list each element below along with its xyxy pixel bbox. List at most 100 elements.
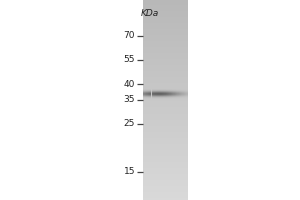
Bar [144, 91, 145, 92]
Bar [156, 89, 157, 90]
Bar [171, 93, 172, 94]
Bar [142, 174, 188, 175]
Bar [165, 92, 166, 93]
Bar [142, 43, 188, 44]
Bar [156, 95, 157, 96]
Bar [170, 95, 171, 96]
Bar [180, 89, 181, 90]
Bar [142, 146, 188, 147]
Bar [155, 94, 156, 95]
Bar [142, 155, 188, 156]
Text: 35: 35 [124, 96, 135, 104]
Bar [166, 97, 167, 98]
Bar [152, 97, 153, 98]
Bar [155, 92, 156, 93]
Bar [167, 95, 168, 96]
Bar [172, 96, 173, 97]
Bar [142, 194, 188, 195]
Bar [165, 93, 166, 94]
Bar [160, 92, 161, 93]
Bar [163, 97, 164, 98]
Bar [176, 94, 177, 95]
Bar [161, 92, 162, 93]
Bar [172, 97, 173, 98]
Bar [142, 129, 188, 130]
Bar [147, 95, 148, 96]
Bar [175, 97, 176, 98]
Bar [181, 93, 182, 94]
Bar [142, 96, 143, 97]
Bar [142, 26, 188, 27]
Bar [154, 95, 155, 96]
Bar [142, 22, 188, 23]
Bar [142, 199, 188, 200]
Bar [142, 145, 188, 146]
Bar [142, 186, 188, 187]
Bar [150, 92, 151, 93]
Bar [163, 94, 164, 95]
Bar [178, 98, 179, 99]
Bar [159, 95, 160, 96]
Bar [172, 89, 173, 90]
Bar [147, 94, 148, 95]
Bar [179, 98, 180, 99]
Bar [186, 91, 187, 92]
Bar [151, 98, 152, 99]
Bar [176, 92, 177, 93]
Bar [164, 91, 165, 92]
Bar [142, 128, 188, 129]
Bar [180, 96, 181, 97]
Bar [153, 91, 154, 92]
Bar [142, 14, 188, 15]
Bar [152, 89, 153, 90]
Text: 55: 55 [124, 55, 135, 64]
Bar [172, 90, 173, 91]
Bar [142, 80, 188, 81]
Bar [162, 97, 163, 98]
Bar [142, 154, 188, 155]
Bar [147, 92, 148, 93]
Bar [164, 90, 165, 91]
Bar [176, 89, 177, 90]
Bar [142, 8, 188, 9]
Bar [184, 96, 185, 97]
Bar [145, 93, 146, 94]
Bar [148, 96, 149, 97]
Bar [151, 93, 152, 94]
Bar [142, 36, 188, 37]
Bar [174, 89, 175, 90]
Bar [162, 93, 163, 94]
Bar [177, 91, 178, 92]
Bar [183, 93, 184, 94]
Text: 40: 40 [124, 80, 135, 88]
Bar [164, 89, 165, 90]
Bar [165, 90, 166, 91]
Bar [187, 97, 188, 98]
Bar [163, 98, 164, 99]
Bar [142, 105, 188, 106]
Bar [143, 94, 144, 95]
Bar [142, 109, 188, 110]
Bar [154, 92, 155, 93]
Bar [142, 13, 188, 14]
Bar [183, 95, 184, 96]
Bar [142, 176, 188, 177]
Bar [142, 143, 188, 144]
Bar [180, 94, 181, 95]
Bar [169, 91, 170, 92]
Bar [150, 96, 151, 97]
Bar [165, 91, 166, 92]
Text: KDa: KDa [141, 9, 159, 19]
Bar [171, 90, 172, 91]
Bar [166, 93, 167, 94]
Bar [157, 96, 158, 97]
Bar [167, 94, 168, 95]
Bar [159, 97, 160, 98]
Bar [161, 93, 162, 94]
Bar [168, 95, 169, 96]
Bar [155, 97, 156, 98]
Bar [142, 21, 188, 22]
Bar [142, 118, 188, 119]
Bar [144, 95, 145, 96]
Bar [142, 172, 188, 173]
